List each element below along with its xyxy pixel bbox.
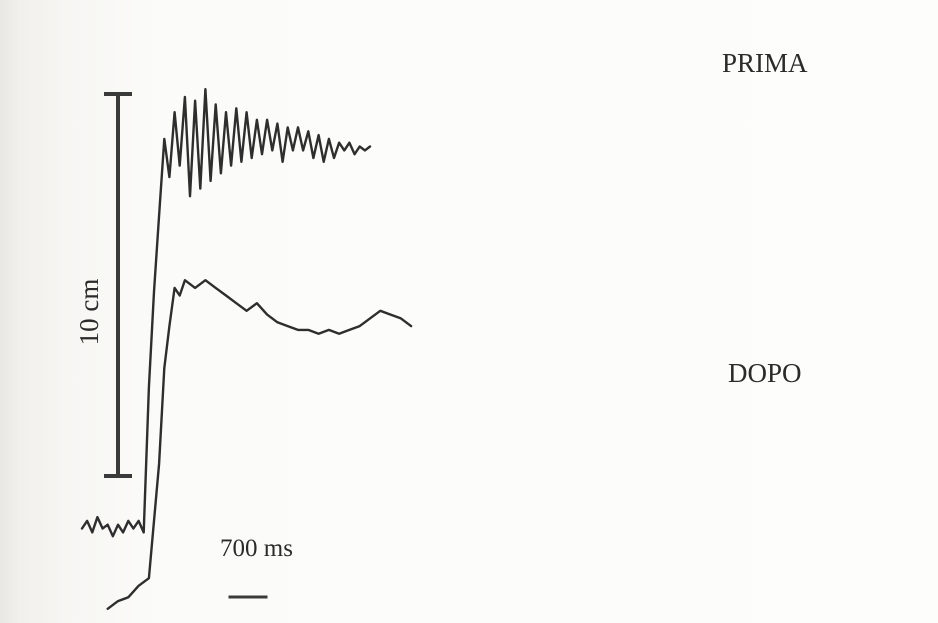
series-label-dopo: DOPO	[728, 358, 802, 388]
vertical-scale-bar-label: 10 cm	[74, 279, 104, 346]
horizontal-scale-bar-label: 700 ms	[220, 535, 293, 562]
series-label-prima: PRIMA	[722, 48, 808, 78]
horizontal-scale-bar: 700 ms	[220, 535, 293, 599]
series-line-dopo	[106, 279, 413, 610]
vertical-scale-bar: 10 cm	[74, 92, 132, 478]
series-line-prima	[80, 88, 372, 538]
